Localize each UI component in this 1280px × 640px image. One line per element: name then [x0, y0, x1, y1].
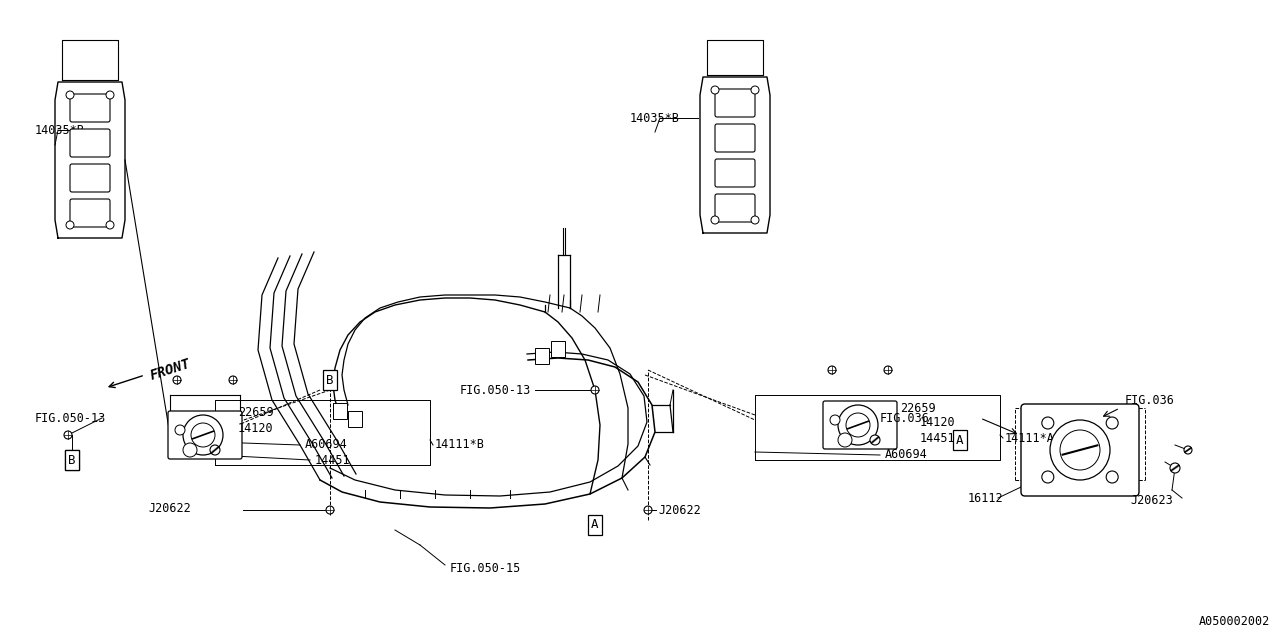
FancyBboxPatch shape: [716, 124, 755, 152]
Circle shape: [591, 386, 599, 394]
Circle shape: [846, 413, 870, 437]
Circle shape: [175, 425, 186, 435]
Text: A: A: [591, 518, 599, 531]
FancyBboxPatch shape: [716, 89, 755, 117]
Text: FIG.036: FIG.036: [1125, 394, 1175, 406]
Circle shape: [183, 415, 223, 455]
Circle shape: [1042, 471, 1053, 483]
Text: 14111*A: 14111*A: [1005, 431, 1055, 445]
Text: 14035*B: 14035*B: [630, 111, 680, 125]
Text: B: B: [68, 454, 76, 467]
FancyBboxPatch shape: [70, 164, 110, 192]
Circle shape: [1042, 417, 1053, 429]
Text: J20623: J20623: [1130, 493, 1172, 506]
FancyBboxPatch shape: [716, 194, 755, 222]
Text: J20622: J20622: [148, 502, 191, 515]
Text: A60694: A60694: [884, 449, 928, 461]
Text: FIG.050-13: FIG.050-13: [460, 383, 531, 397]
Circle shape: [67, 221, 74, 229]
Circle shape: [710, 86, 719, 94]
Text: 14120: 14120: [920, 415, 956, 429]
FancyBboxPatch shape: [70, 199, 110, 227]
Text: FIG.050-15: FIG.050-15: [451, 561, 521, 575]
Text: B: B: [326, 374, 334, 387]
Text: J20622: J20622: [658, 504, 700, 516]
Circle shape: [106, 221, 114, 229]
Text: FIG.036: FIG.036: [881, 412, 929, 424]
Circle shape: [751, 216, 759, 224]
FancyBboxPatch shape: [1021, 404, 1139, 496]
Circle shape: [326, 506, 334, 514]
Circle shape: [884, 366, 892, 374]
Circle shape: [870, 435, 881, 445]
Text: 14035*B: 14035*B: [35, 124, 84, 136]
Text: 14120: 14120: [238, 422, 274, 435]
Text: A050002002: A050002002: [1199, 615, 1270, 628]
FancyBboxPatch shape: [333, 403, 347, 419]
Text: A: A: [956, 433, 964, 447]
Circle shape: [1106, 417, 1119, 429]
Text: 14111*B: 14111*B: [435, 438, 485, 451]
FancyBboxPatch shape: [716, 159, 755, 187]
FancyBboxPatch shape: [535, 348, 549, 364]
Circle shape: [838, 433, 852, 447]
Text: 22659: 22659: [238, 406, 274, 419]
Circle shape: [64, 431, 72, 439]
Circle shape: [210, 445, 220, 455]
Circle shape: [67, 91, 74, 99]
FancyBboxPatch shape: [823, 401, 897, 449]
Circle shape: [710, 216, 719, 224]
Text: A60694: A60694: [305, 438, 348, 451]
Circle shape: [644, 506, 652, 514]
Circle shape: [1170, 463, 1180, 473]
Circle shape: [191, 423, 215, 447]
FancyBboxPatch shape: [70, 129, 110, 157]
Circle shape: [229, 376, 237, 384]
Text: B: B: [68, 454, 76, 467]
Circle shape: [1184, 446, 1192, 454]
Circle shape: [828, 366, 836, 374]
FancyBboxPatch shape: [550, 341, 564, 357]
Circle shape: [106, 91, 114, 99]
Circle shape: [838, 405, 878, 445]
Text: 22659: 22659: [900, 401, 936, 415]
Circle shape: [1106, 471, 1119, 483]
Text: FIG.050-13: FIG.050-13: [35, 412, 106, 424]
Circle shape: [829, 415, 840, 425]
Circle shape: [183, 443, 197, 457]
FancyBboxPatch shape: [70, 94, 110, 122]
Text: FRONT: FRONT: [148, 357, 192, 383]
Circle shape: [751, 86, 759, 94]
Text: 14451: 14451: [920, 431, 956, 445]
Text: 14451: 14451: [315, 454, 351, 467]
FancyBboxPatch shape: [348, 411, 362, 427]
Circle shape: [1060, 430, 1100, 470]
Text: 16112: 16112: [968, 492, 1004, 504]
FancyBboxPatch shape: [168, 411, 242, 459]
Circle shape: [173, 376, 180, 384]
Circle shape: [1050, 420, 1110, 480]
